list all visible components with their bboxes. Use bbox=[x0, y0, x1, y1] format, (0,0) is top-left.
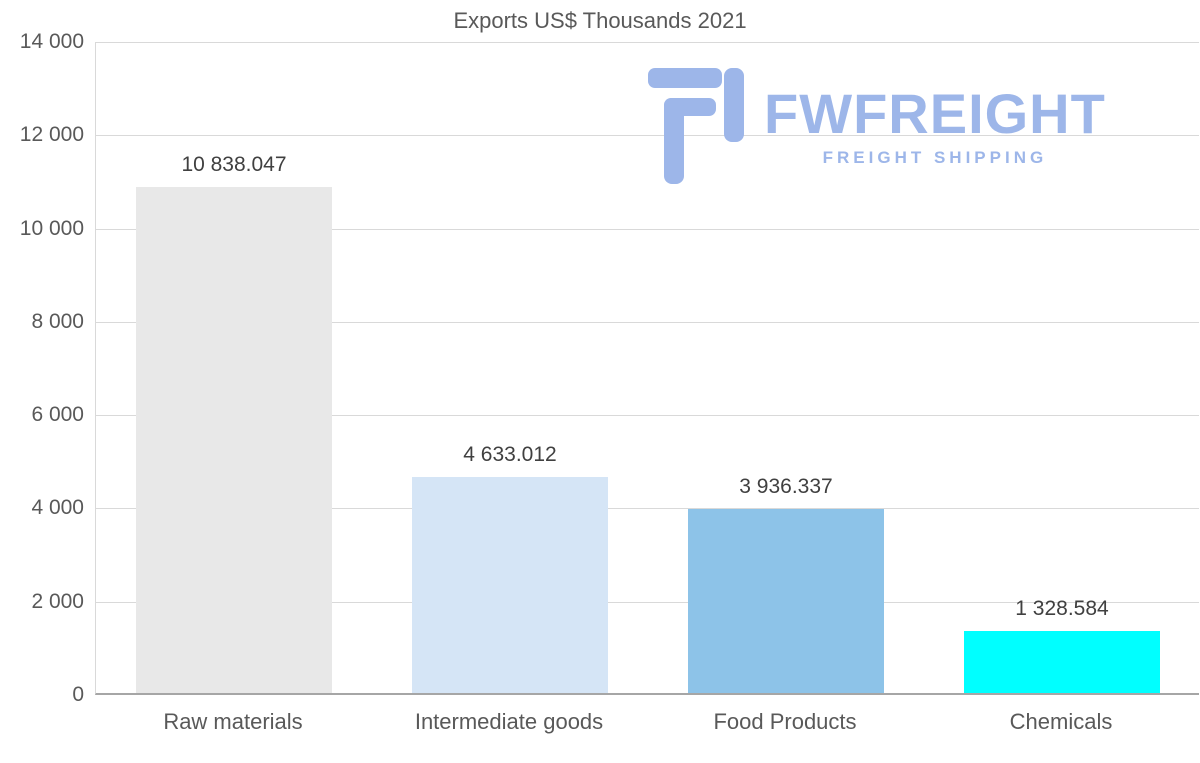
y-axis-tick-label: 0 bbox=[72, 683, 84, 706]
gridline bbox=[96, 42, 1199, 43]
bar-slot: 3 936.337 bbox=[648, 42, 924, 693]
gridline bbox=[96, 228, 1199, 230]
logo-tagline: FREIGHT SHIPPING bbox=[822, 148, 1048, 167]
bar-chemicals bbox=[964, 631, 1160, 693]
fwfreight-logo: FWFREIGHT FREIGHT SHIPPING bbox=[648, 68, 1106, 184]
bar-value-label: 3 936.337 bbox=[739, 475, 833, 499]
bar-value-label: 10 838.047 bbox=[181, 153, 287, 177]
x-axis-category-label: Chemicals bbox=[1009, 709, 1113, 734]
x-axis-category-label: Raw materials bbox=[163, 709, 303, 734]
bar-food-products bbox=[688, 509, 884, 693]
fwfreight-logo-icon bbox=[648, 68, 744, 184]
y-axis-tick-label: 4 000 bbox=[31, 496, 84, 520]
bar-slot: 1 328.584 bbox=[924, 42, 1200, 693]
y-axis-tick-label: 2 000 bbox=[31, 589, 84, 613]
gridline bbox=[96, 508, 1199, 510]
y-axis-tick-label: 8 000 bbox=[31, 309, 84, 333]
y-axis-tick-label: 6 000 bbox=[31, 403, 84, 427]
chart-title: Exports US$ Thousands 2021 bbox=[453, 8, 747, 33]
logo-text: FWFREIGHT FREIGHT SHIPPING bbox=[764, 68, 1106, 168]
gridline bbox=[96, 321, 1199, 323]
plot-area: 10 838.047 4 633.012 3 936.337 1 328.584 bbox=[95, 42, 1199, 695]
x-axis-category-label: Intermediate goods bbox=[414, 709, 604, 734]
bar-intermediate-goods bbox=[412, 476, 608, 693]
gridline bbox=[96, 601, 1199, 603]
bar-value-label: 1 328.584 bbox=[1015, 597, 1109, 621]
bar-raw-materials bbox=[136, 187, 332, 693]
bar-slot: 10 838.047 bbox=[96, 42, 372, 693]
y-axis-tick-label: 12 000 bbox=[19, 123, 84, 147]
bar-value-label: 4 633.012 bbox=[463, 442, 557, 466]
logo-wordmark: FWFREIGHT bbox=[764, 82, 1106, 145]
gridline bbox=[96, 135, 1199, 137]
gridline bbox=[96, 415, 1199, 417]
y-axis-tick-label: 10 000 bbox=[19, 216, 84, 240]
y-axis-tick-label: 14 000 bbox=[19, 30, 84, 53]
bar-slot: 4 633.012 bbox=[372, 42, 648, 693]
x-axis-category-label: Food Products bbox=[713, 709, 857, 734]
